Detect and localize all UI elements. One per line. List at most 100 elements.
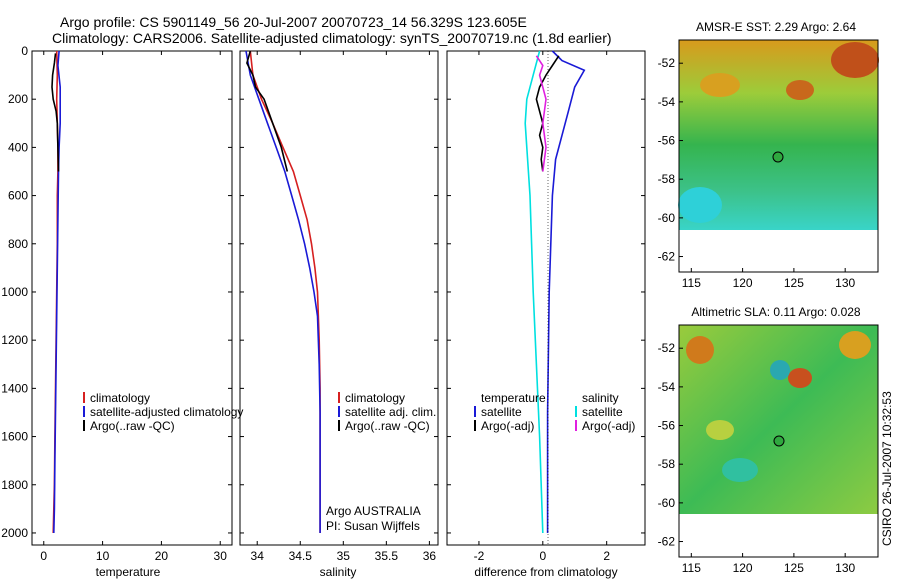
temperature-axes — [31, 50, 233, 546]
legend-satellite: satellite adj. clim. — [345, 405, 436, 419]
map-x-tick-label: 120 — [733, 276, 753, 290]
map-y-tick-label: -56 — [658, 419, 676, 433]
x-tick-label: -2 — [474, 549, 485, 563]
map-y-tick-label: -56 — [658, 134, 676, 148]
sla-warm-patch — [706, 420, 734, 440]
salinity-axes — [239, 50, 439, 546]
series-line-salinity-argo — [535, 55, 547, 172]
figure-title-line1: Argo profile: CS 5901149_56 20-Jul-2007 … — [60, 14, 527, 30]
map-x-tick-label: 120 — [733, 561, 753, 575]
sla-map: Altimetric SLA: 0.11 Argo: 0.028 115 120 1… — [658, 305, 879, 575]
map-x-tick-label: 115 — [682, 561, 701, 575]
sst-map-axes: 115 120 125 130 -52 -54 -56 -58 -60 -62 — [658, 56, 856, 290]
x-tick-label: 0 — [539, 549, 546, 563]
difference-legend: temperature satellite Argo(-adj) salinit… — [474, 391, 635, 433]
csiro-timestamp: CSIRO 26-Jul-2007 10:32:53 — [880, 391, 894, 546]
series-line-argo — [246, 50, 289, 172]
series-line-argo — [51, 53, 60, 172]
figure-title-line2: Climatology: CARS2006. Satellite-adjuste… — [52, 30, 612, 46]
difference-axes — [446, 50, 646, 546]
sla-map-title: Altimetric SLA: 0.11 Argo: 0.028 — [691, 305, 861, 319]
series-line-satellite — [245, 50, 321, 533]
map-x-tick-label: 130 — [835, 561, 855, 575]
x-tick-label: 10 — [96, 549, 110, 563]
y-tick-label: 800 — [8, 237, 28, 251]
x-tick-label: 35.5 — [375, 549, 399, 563]
salinity-legend: climatology satellite adj. clim. Argo(..… — [338, 391, 436, 433]
map-y-tick-label: -52 — [658, 56, 676, 70]
map-y-tick-label: -58 — [658, 172, 676, 186]
sla-anomaly-patches — [686, 331, 871, 482]
sla-warm-patch — [839, 331, 871, 359]
map-y-tick-label: -54 — [658, 95, 676, 109]
legend-satellite: satellite-adjusted climatology — [90, 405, 243, 419]
legend-climatology: climatology — [345, 391, 405, 405]
series-line-temperature-satellite — [546, 50, 586, 533]
difference-x-axis: -2 0 2 — [447, 50, 645, 563]
legend-argo: Argo(..raw -QC) — [90, 419, 175, 433]
y-tick-label: 200 — [8, 92, 28, 106]
map-y-tick-label: -54 — [658, 380, 676, 394]
map-y-tick-label: -62 — [658, 535, 676, 549]
legend-temp-argo: Argo(-adj) — [481, 419, 534, 433]
legend-temp-satellite: satellite — [481, 405, 522, 419]
map-x-tick-label: 125 — [784, 276, 804, 290]
y-tick-label: 0 — [21, 44, 28, 58]
annotation-pi: PI: Susan Wijffels — [326, 519, 420, 533]
sla-warm-patch — [686, 336, 714, 364]
series-line-salinity-satellite — [524, 50, 544, 534]
y-tick-label: 1400 — [1, 381, 28, 395]
sla-cool-patch — [770, 360, 790, 380]
x-tick-label: 20 — [155, 549, 169, 563]
y-tick-label: 2000 — [1, 526, 28, 540]
map-y-tick-label: -52 — [658, 341, 676, 355]
map-y-tick-label: -58 — [658, 457, 676, 471]
sla-map-axes: 115 120 125 130 -52 -54 -56 -58 -60 -62 — [658, 341, 856, 575]
map-x-tick-label: 115 — [682, 276, 701, 290]
legend-sal-argo: Argo(-adj) — [582, 419, 635, 433]
legend-sal-satellite: satellite — [582, 405, 623, 419]
y-tick-label: 600 — [8, 189, 28, 203]
salinity-panel: 34 34.5 35 35.5 36 salinity climatology sate… — [239, 50, 439, 579]
x-tick-label: 34 — [251, 549, 265, 563]
sla-cool-patch — [722, 458, 758, 482]
salinity-x-axis: 34 34.5 35 35.5 36 — [240, 50, 438, 563]
x-tick-label: 0 — [40, 549, 47, 563]
sst-cool-patch — [678, 187, 722, 223]
sst-map-title: AMSR-E SST: 2.29 Argo: 2.64 — [696, 20, 856, 34]
difference-xlabel: difference from climatology — [474, 565, 617, 579]
temperature-panel: 0 200 400 600 800 1000 1200 1400 1600 1800 2000 0 1… — [1, 44, 243, 579]
sst-map: AMSR-E SST: 2.29 Argo: 2.64 115 120 125 130… — [658, 20, 879, 290]
sst-axes — [678, 39, 879, 273]
y-tick-label: 1000 — [1, 285, 28, 299]
y-tick-label: 1600 — [1, 430, 28, 444]
sst-warm-patch — [786, 80, 814, 100]
sst-warm-patch — [700, 73, 740, 97]
sst-argo-marker — [772, 151, 784, 163]
sla-warm-patch — [788, 368, 812, 388]
map-y-tick-label: -60 — [658, 211, 676, 225]
temperature-xlabel: temperature — [96, 565, 161, 579]
series-line-temperature-argo — [535, 55, 560, 172]
x-tick-label: 2 — [603, 549, 610, 563]
map-x-tick-label: 130 — [835, 276, 855, 290]
legend-climatology: climatology — [90, 391, 150, 405]
y-tick-label: 1200 — [1, 333, 28, 347]
x-tick-label: 36 — [423, 549, 437, 563]
temperature-series — [51, 50, 62, 534]
y-tick-label: 400 — [8, 140, 28, 154]
sst-warm-patches — [678, 42, 879, 223]
map-y-tick-label: -62 — [658, 250, 676, 264]
x-tick-label: 35 — [337, 549, 351, 563]
sla-axes — [678, 324, 879, 558]
temperature-x-axis: 0 10 20 30 — [40, 51, 227, 563]
sla-argo-marker — [773, 435, 785, 447]
difference-panel: -2 0 2 difference from climatology tempera… — [446, 50, 646, 579]
legend-title-salinity: salinity — [582, 391, 619, 405]
salinity-series — [245, 50, 321, 533]
legend-title-temperature: temperature — [481, 391, 546, 405]
x-tick-label: 34.5 — [289, 549, 313, 563]
y-tick-label: 1800 — [1, 478, 28, 492]
salinity-xlabel: salinity — [320, 565, 357, 579]
